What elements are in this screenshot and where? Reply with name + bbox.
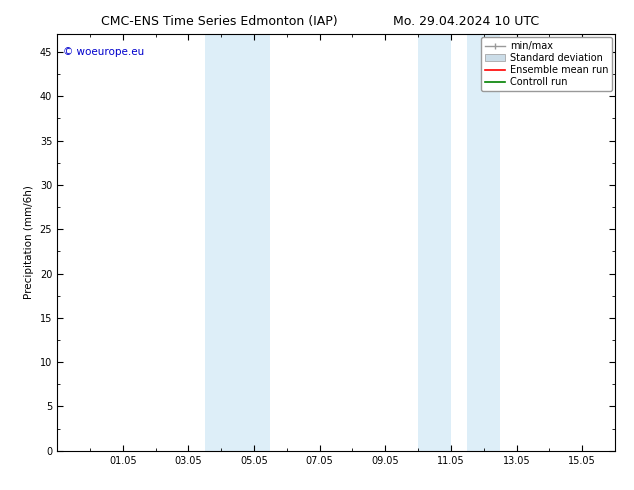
Bar — [205, 34, 238, 451]
Bar — [467, 34, 500, 451]
Bar — [418, 34, 451, 451]
Text: © woeurope.eu: © woeurope.eu — [63, 47, 144, 57]
Text: CMC-ENS Time Series Edmonton (IAP): CMC-ENS Time Series Edmonton (IAP) — [101, 15, 338, 28]
Legend: min/max, Standard deviation, Ensemble mean run, Controll run: min/max, Standard deviation, Ensemble me… — [481, 37, 612, 91]
Text: Mo. 29.04.2024 10 UTC: Mo. 29.04.2024 10 UTC — [393, 15, 539, 28]
Bar — [238, 34, 270, 451]
Y-axis label: Precipitation (mm/6h): Precipitation (mm/6h) — [24, 186, 34, 299]
